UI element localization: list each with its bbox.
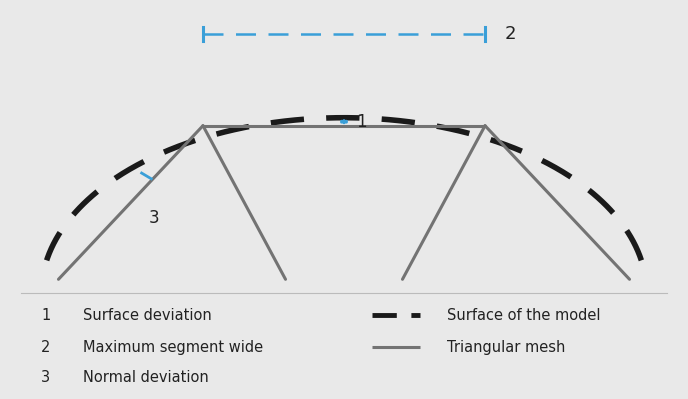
Text: 3: 3 <box>41 369 50 385</box>
Text: 3: 3 <box>149 209 160 227</box>
Text: 2: 2 <box>504 25 516 43</box>
Text: Maximum segment wide: Maximum segment wide <box>83 340 263 355</box>
Text: 1: 1 <box>41 308 50 323</box>
Text: Surface of the model: Surface of the model <box>447 308 601 323</box>
Text: Normal deviation: Normal deviation <box>83 369 208 385</box>
Text: Triangular mesh: Triangular mesh <box>447 340 566 355</box>
Text: 2: 2 <box>41 340 51 355</box>
Text: Surface deviation: Surface deviation <box>83 308 211 323</box>
Text: 1: 1 <box>356 113 367 131</box>
